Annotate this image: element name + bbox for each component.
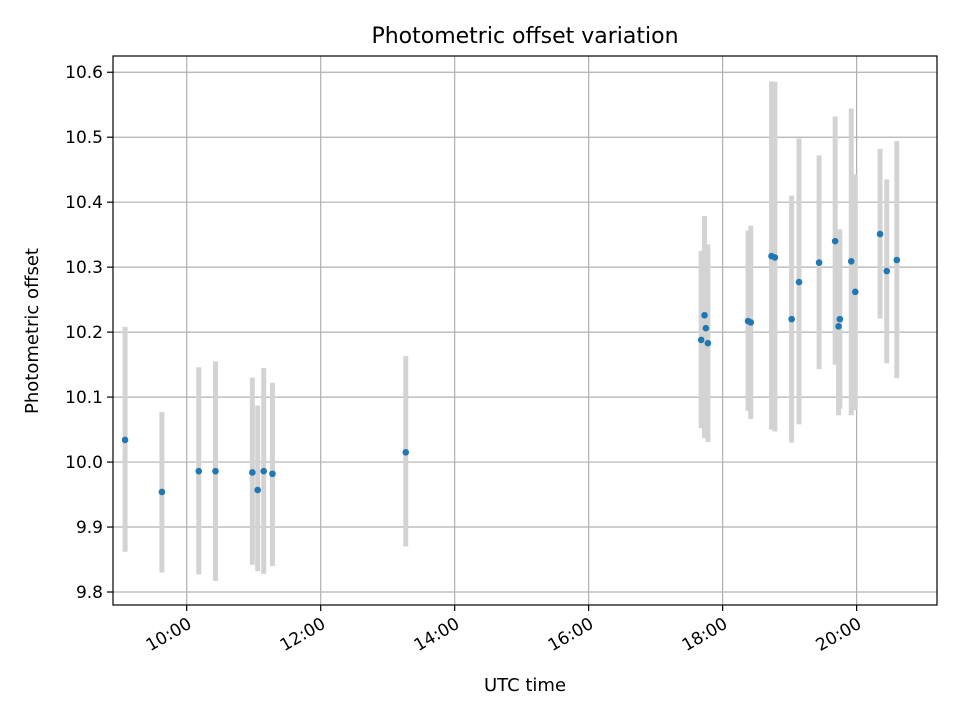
y-axis-label: Photometric offset [22, 248, 43, 414]
data-point [747, 319, 755, 326]
data-point [212, 467, 219, 475]
y-tick-label: 9.9 [76, 518, 103, 538]
y-tick-label: 10.1 [65, 388, 103, 408]
y-tick-label: 10.6 [65, 63, 103, 83]
data-point [249, 469, 256, 476]
data-point [702, 324, 710, 332]
data-point [831, 237, 839, 245]
data-point [883, 267, 891, 275]
data-point [815, 259, 823, 266]
data-point [260, 467, 268, 475]
data-point [701, 311, 708, 319]
data-point [851, 288, 859, 296]
data-point [893, 256, 901, 264]
data-point [121, 436, 129, 444]
plot-frame [112, 55, 938, 606]
y-tick-label: 9.8 [76, 583, 103, 603]
x-axis-label: UTC time [484, 675, 566, 696]
y-tick-label: 10.5 [65, 128, 103, 148]
data-point [704, 339, 712, 347]
data-point [847, 258, 855, 265]
y-tick-label: 10.2 [65, 323, 103, 343]
chart-title: Photometric offset variation [371, 24, 678, 49]
data-point [795, 278, 803, 286]
data-points [121, 230, 901, 496]
data-point [195, 467, 203, 475]
y-tick-label: 10.4 [65, 193, 103, 213]
data-point [771, 254, 779, 261]
data-point [697, 336, 705, 344]
y-tick-label: 10.0 [65, 453, 103, 473]
data-point [836, 315, 844, 323]
data-point [269, 470, 276, 478]
data-point [158, 488, 166, 496]
data-point [876, 230, 884, 238]
y-tick-label: 10.3 [65, 258, 103, 278]
data-point [788, 315, 795, 323]
data-point [402, 449, 410, 456]
data-point [254, 486, 262, 494]
data-point [835, 322, 842, 330]
